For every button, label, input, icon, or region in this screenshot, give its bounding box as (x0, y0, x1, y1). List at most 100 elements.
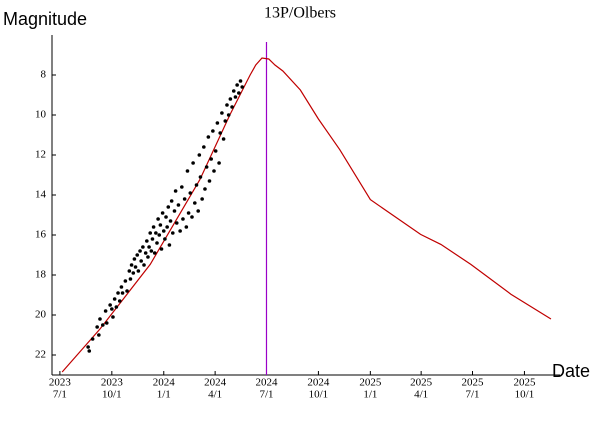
observation (165, 225, 169, 229)
observation (203, 187, 207, 191)
observation (103, 309, 108, 313)
observation (90, 337, 95, 341)
model-curve (61, 57, 552, 373)
observation (182, 197, 187, 201)
observation (143, 251, 148, 255)
observation (226, 113, 231, 117)
observation (135, 253, 140, 257)
observation (132, 257, 137, 261)
observation (108, 303, 112, 307)
observation (212, 169, 216, 173)
observation (209, 157, 213, 161)
observation (233, 95, 238, 99)
observation (225, 103, 229, 107)
observation (136, 269, 141, 273)
observation (150, 237, 155, 241)
observation (142, 263, 146, 267)
observation (98, 317, 102, 321)
observation (151, 225, 156, 229)
y-tick-label: 14 (35, 189, 47, 201)
y-tick-label: 20 (35, 309, 47, 321)
x-tick-label: 2023 (101, 377, 124, 389)
observation (186, 211, 191, 215)
x-tick-label: 4/1 (208, 389, 222, 401)
x-tick-label: 2025 (462, 377, 485, 389)
observation (166, 205, 171, 209)
observation (97, 333, 101, 337)
observation (221, 137, 226, 141)
observation (110, 307, 114, 311)
observation (141, 245, 145, 249)
observation (190, 215, 194, 219)
observation (117, 299, 122, 303)
observation (238, 79, 243, 83)
observation (139, 259, 143, 263)
observation (127, 269, 132, 273)
y-axis-label: Magnitude (3, 9, 87, 29)
x-tick-label: 10/1 (309, 389, 329, 401)
observation (101, 323, 105, 327)
x-axis-label: Date (552, 361, 590, 381)
observation (173, 189, 178, 193)
x-tick-label: 4/1 (414, 389, 428, 401)
observation (237, 91, 241, 95)
x-tick-label: 7/1 (259, 389, 273, 401)
observation (202, 145, 206, 149)
observation (133, 265, 138, 269)
observation (207, 179, 212, 183)
observation (95, 325, 99, 329)
observation (148, 231, 153, 235)
observation (128, 277, 133, 281)
observation (204, 165, 209, 169)
observation (86, 345, 90, 349)
observation (161, 229, 166, 233)
observation (193, 201, 197, 205)
observation (167, 243, 172, 247)
observation (131, 271, 136, 275)
observation (191, 161, 195, 165)
observation (155, 241, 159, 245)
observation (235, 83, 239, 87)
observation (228, 97, 233, 101)
observation (116, 291, 120, 295)
observation (184, 225, 189, 229)
observation (119, 285, 124, 289)
observation (215, 121, 220, 125)
x-tick-label: 2023 (49, 377, 72, 389)
observation (145, 239, 149, 243)
observation (198, 175, 203, 179)
observation (159, 247, 164, 251)
observation (158, 223, 163, 227)
observation (129, 263, 134, 267)
observation (180, 185, 184, 189)
observation (174, 221, 179, 225)
observation (181, 217, 185, 221)
x-tick-label: 10/1 (515, 389, 535, 401)
observation (111, 315, 115, 319)
observation (217, 161, 221, 165)
x-tick-label: 2024 (307, 377, 330, 389)
observation (114, 305, 119, 309)
observation (154, 231, 158, 235)
observation (104, 321, 109, 325)
observation (123, 279, 128, 283)
chart-title: 13P/Olbers (264, 5, 336, 22)
observation (147, 245, 151, 249)
y-tick-label: 18 (35, 269, 47, 281)
observation (138, 249, 142, 253)
x-tick-label: 2024 (204, 377, 227, 389)
observation (223, 119, 228, 123)
y-tick-label: 22 (35, 349, 46, 361)
observation (164, 215, 168, 219)
observation (197, 153, 202, 157)
observation (240, 85, 245, 89)
x-tick-label: 1/1 (363, 389, 377, 401)
x-tick-label: 2024 (153, 377, 176, 389)
observation (185, 169, 190, 173)
observation (149, 249, 154, 253)
observation (168, 219, 173, 223)
observation (112, 297, 117, 301)
observation (156, 217, 160, 221)
observation (231, 89, 236, 93)
